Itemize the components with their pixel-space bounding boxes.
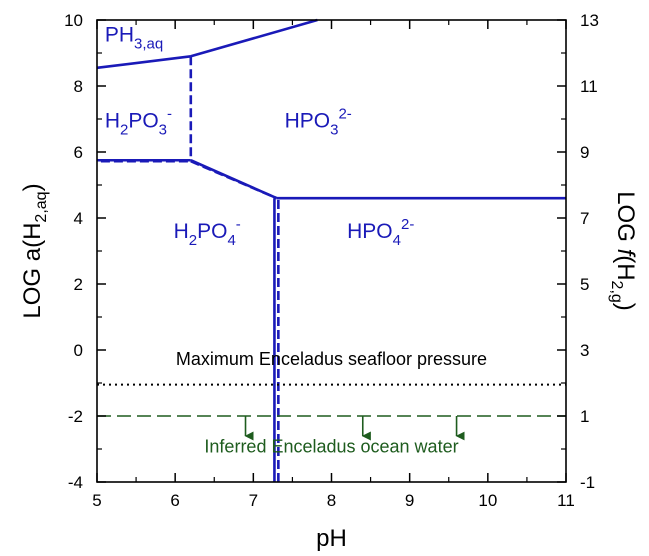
y2-axis-title-main: LOG xyxy=(612,191,639,248)
boundary-dashed-2 xyxy=(190,160,278,200)
ocean-line-label: Inferred Enceladus ocean water xyxy=(204,436,458,456)
y2-tick-label-1: 1 xyxy=(580,407,589,426)
species-label-part: - xyxy=(236,216,241,233)
x-tick-label-8: 8 xyxy=(327,491,336,510)
stability-field-boundaries xyxy=(96,18,566,482)
species-label-part: H xyxy=(105,109,120,132)
y-tick-label-2: 2 xyxy=(74,275,83,294)
y2-axis-title-sub: 2,g xyxy=(608,281,625,303)
species-label-part: 3,aq xyxy=(134,35,163,52)
axis-ticks xyxy=(96,19,567,483)
species-label-4: HPO42- xyxy=(347,216,414,249)
species-label-part: PO xyxy=(197,220,227,243)
species-label-part: 2- xyxy=(401,216,414,233)
y2-axis-title: LOG f(H2,g) xyxy=(608,191,639,311)
plot-frame xyxy=(96,19,567,483)
species-label-part: 2 xyxy=(120,121,128,138)
y2-axis-title-italic: f xyxy=(612,249,639,258)
species-label-0: PH3,aq xyxy=(105,23,163,52)
y2-tick-label-3: 3 xyxy=(580,341,589,360)
reference-lines xyxy=(97,383,566,441)
species-label-1: H2PO3- xyxy=(105,105,172,138)
y2-tick-label-11: 11 xyxy=(580,77,598,96)
y2-tick-label-9: 9 xyxy=(580,143,589,162)
y2-tick-label-5: 5 xyxy=(580,275,589,294)
y2-axis-title-close: ) xyxy=(612,303,639,311)
y-tick-label-6: 6 xyxy=(74,143,83,162)
y-axis-title-close: ) xyxy=(19,183,46,191)
species-label-part: HPO xyxy=(347,220,393,243)
species-label-part: 4 xyxy=(393,232,401,249)
boundary-solid-0 xyxy=(96,55,191,70)
x-axis-title: pH xyxy=(316,525,347,552)
species-label-3: H2PO4- xyxy=(174,216,241,249)
species-label-part: HPO xyxy=(285,109,331,132)
y-tick-label--4: -4 xyxy=(68,473,83,492)
x-tick-label-11: 11 xyxy=(557,491,575,510)
y2-tick-label-13: 13 xyxy=(580,11,599,30)
species-label-part: PH xyxy=(105,23,134,46)
y-tick-label-8: 8 xyxy=(74,77,83,96)
species-label-part: 2 xyxy=(189,232,197,249)
y2-tick-label--1: -1 xyxy=(580,473,595,492)
y2-tick-label-7: 7 xyxy=(580,209,589,228)
species-label-part: H xyxy=(174,220,189,243)
y-tick-label-10: 10 xyxy=(64,11,83,30)
x-tick-label-6: 6 xyxy=(170,491,179,510)
y-axis-title: LOG a(H2,aq) xyxy=(19,183,50,318)
y-tick-label-0: 0 xyxy=(74,341,83,360)
species-label-part: 4 xyxy=(227,232,235,249)
x-tick-label-10: 10 xyxy=(478,491,497,510)
x-tick-label-9: 9 xyxy=(405,491,414,510)
boundary-solid-1 xyxy=(190,18,318,58)
x-tick-label-7: 7 xyxy=(249,491,258,510)
x-tick-label-5: 5 xyxy=(92,491,101,510)
species-label-part: PO xyxy=(128,109,158,132)
species-label-part: 3 xyxy=(159,121,167,138)
y2-axis-title-open: (H xyxy=(612,255,639,280)
species-label-part: 3 xyxy=(330,121,338,138)
species-label-part: - xyxy=(167,105,172,122)
y-tick-label--2: -2 xyxy=(68,407,83,426)
y-tick-label-4: 4 xyxy=(74,209,83,228)
y-axis-title-sub: 2,aq xyxy=(33,191,50,222)
pressure-line-label: Maximum Enceladus seafloor pressure xyxy=(176,349,487,369)
y-axis-title-main: LOG a(H xyxy=(19,223,46,319)
species-label-part: 2- xyxy=(338,105,351,122)
species-label-2: HPO32- xyxy=(285,105,352,138)
